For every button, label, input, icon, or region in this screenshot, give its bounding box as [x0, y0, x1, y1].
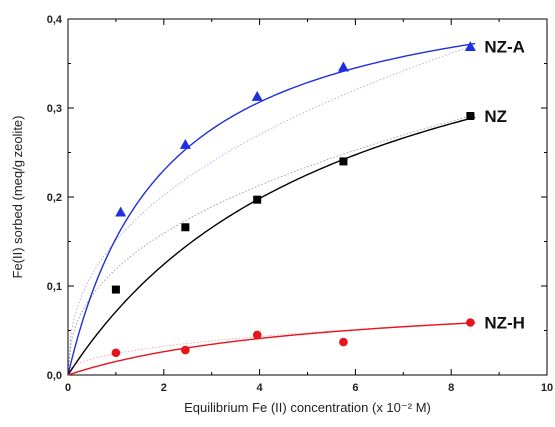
y-tick-label: 0,3 [47, 103, 62, 115]
series-labels: NZ-A NZ NZ-H [484, 38, 525, 333]
nz-h-point [466, 318, 475, 327]
nz-point [181, 223, 190, 232]
x-tick-label: 0 [65, 382, 71, 394]
plot-axes: 0 2 4 6 8 10 0,0 0,1 0,2 0,3 0,4 [47, 14, 553, 394]
nz-point [466, 112, 475, 121]
nz-a-point [464, 41, 476, 51]
nz-a-point [337, 61, 349, 72]
nz-a-point [251, 90, 263, 101]
y-tick-label: 0,0 [47, 370, 62, 382]
y-tick-label: 0,1 [47, 281, 62, 293]
plot-frame [67, 18, 548, 376]
nz-h-point [181, 345, 190, 355]
x-tick-label: 10 [541, 382, 553, 394]
y-tick-label: 0,4 [47, 14, 63, 26]
x-tick-label: 8 [448, 382, 454, 394]
nz-point [111, 285, 120, 294]
nz-alt-fit [67, 114, 476, 373]
y-tick-label: 0,2 [47, 192, 62, 204]
x-tick-label: 2 [161, 382, 167, 394]
series-label-nz: NZ [484, 107, 507, 126]
nz-a-fit-curve [67, 42, 476, 376]
nz-h-point [111, 348, 121, 358]
y-axis-label: Fe(II) sorbed (meq/g zeolite) [10, 116, 25, 279]
series-label-nz-h: NZ-H [484, 313, 525, 332]
x-tick-label: 6 [352, 382, 358, 394]
nz-point [253, 195, 262, 204]
nz-h-alt-fit [67, 321, 476, 375]
series-label-nz-a: NZ-A [484, 38, 525, 57]
nz-h-point [339, 337, 348, 347]
nz-h-fit-curve [67, 322, 476, 376]
fit-curves [67, 42, 476, 376]
nz-point [339, 157, 348, 166]
nz-fit-curve [67, 116, 476, 376]
data-markers [111, 41, 476, 358]
x-axis-label: Equilibrium Fe (II) concentration (x 10⁻… [184, 400, 431, 415]
x-tick-label: 4 [257, 382, 264, 394]
nz-a-point [179, 138, 191, 149]
nz-a-alt-fit [67, 44, 476, 373]
nz-a-point [115, 206, 127, 217]
nz-h-point [252, 330, 262, 340]
